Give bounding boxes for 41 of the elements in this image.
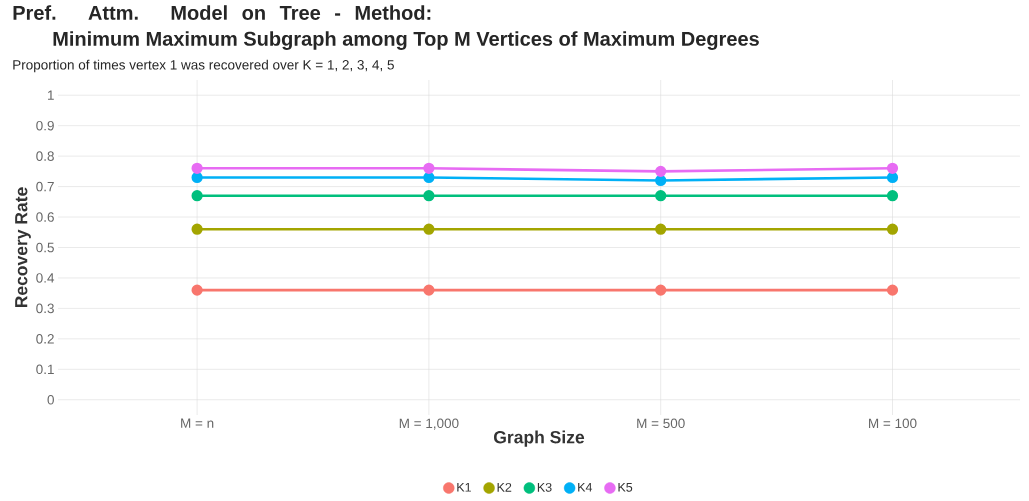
- legend-label: K2: [497, 482, 512, 492]
- legend-label: K5: [618, 482, 633, 492]
- x-tick-label: M = 500: [637, 418, 685, 429]
- point: [886, 162, 899, 174]
- x-axis-title: Graph Size: [494, 430, 585, 447]
- y-tick-label: 0: [47, 394, 54, 405]
- point: [423, 223, 435, 235]
- point: [423, 162, 435, 174]
- y-axis-title: Recovery Rate: [15, 187, 31, 308]
- y-tick-label: 0.7: [36, 181, 54, 192]
- point: [655, 165, 667, 177]
- point: [886, 171, 899, 184]
- legend-label: K1: [457, 482, 471, 492]
- point: [423, 190, 435, 202]
- y-tick-label: 1: [48, 90, 54, 100]
- y-tick-label: 0.2: [36, 334, 54, 344]
- point: [655, 284, 667, 296]
- point: [886, 190, 899, 202]
- x-tick-label: M = n: [181, 418, 214, 428]
- y-tick-label: 0.8: [36, 151, 54, 161]
- y-tick-label: 0.4: [36, 273, 55, 283]
- chart-title: Pref. Attm. Model on Tree - Method: Minimum Maximum Subgraph among Top M Vertices of Maximum Degrees: [13, 5, 759, 50]
- point: [655, 190, 667, 202]
- legend-label: K4: [578, 482, 593, 492]
- legend-label: K3: [537, 482, 552, 492]
- point: [191, 223, 203, 235]
- chart-subtitle: Proportion of times vertex 1 was recovered over K = 1, 2, 3, 4, 5: [13, 59, 394, 73]
- y-tick-label: 0.6: [36, 212, 54, 222]
- point: [191, 162, 203, 174]
- point: [423, 284, 435, 296]
- x-tick-label: M = 100: [869, 418, 917, 429]
- point: [191, 190, 203, 202]
- y-tick-label: 0.5: [36, 242, 54, 253]
- y-tick-label: 0.9: [36, 120, 54, 131]
- point: [655, 223, 667, 235]
- point: [886, 223, 899, 235]
- y-tick-label: 0.3: [36, 303, 54, 314]
- point: [886, 284, 899, 296]
- point: [191, 284, 203, 296]
- y-tick-label: 0.1: [36, 364, 54, 375]
- x-tick-label: M = 1,000: [399, 418, 459, 430]
